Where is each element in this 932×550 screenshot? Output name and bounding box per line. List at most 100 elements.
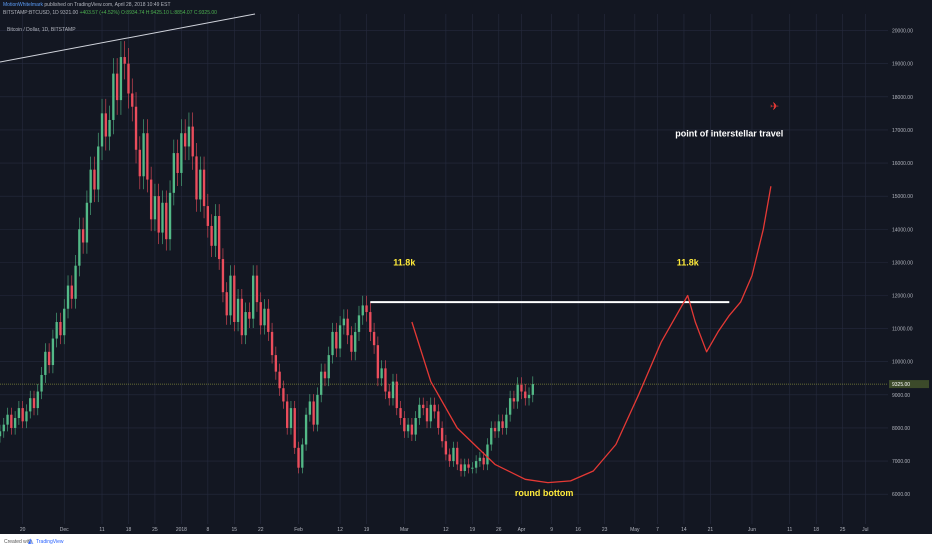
series-title: Bitcoin / Dollar, 1D, BITSTAMP — [7, 27, 76, 33]
candle — [131, 93, 134, 107]
x-tick-label: Dec — [60, 527, 69, 533]
candle — [44, 351, 47, 375]
candle — [369, 312, 372, 332]
candle — [229, 275, 232, 316]
x-tick-label: Jun — [748, 527, 756, 533]
price-chart[interactable]: ✈ 20000.00 19000.00 18000.00 17000.00 16000.… — [0, 0, 932, 534]
candle — [115, 73, 119, 101]
candle — [512, 398, 516, 402]
candle — [180, 133, 183, 173]
candle — [199, 169, 202, 200]
candle — [501, 421, 504, 428]
candle — [308, 401, 312, 415]
candle — [21, 408, 24, 422]
candle — [482, 457, 485, 465]
candle — [323, 371, 327, 379]
candle — [66, 285, 70, 309]
candle — [214, 216, 217, 246]
candle — [255, 275, 259, 303]
candle — [286, 401, 289, 428]
candle — [233, 275, 236, 322]
y-tick-label: 10000.00 — [892, 360, 913, 366]
candle — [13, 418, 17, 428]
candle — [463, 464, 466, 472]
time-axis[interactable]: 20 Dec 11 18 25 2018 8 15 22 Feb 12 19 Mar 12 19 26 Apr 9… — [20, 527, 869, 533]
y-tick-label: 9000.00 — [892, 393, 910, 399]
x-tick-label: 12 — [337, 527, 343, 533]
candle — [78, 229, 81, 266]
candle — [327, 355, 330, 379]
candle — [100, 113, 104, 147]
author-name[interactable]: MotionWhitelmark — [3, 2, 44, 8]
x-tick-label: 2018 — [176, 527, 187, 533]
y-tick-label: 7000.00 — [892, 459, 910, 465]
candle — [312, 401, 315, 425]
y-tick-label: 14000.00 — [892, 227, 913, 233]
x-tick-label: Mar — [400, 527, 409, 533]
candle — [119, 57, 123, 101]
candle — [490, 427, 493, 445]
candle — [520, 384, 523, 392]
grid-lines — [0, 14, 888, 524]
candle — [372, 331, 376, 346]
candle — [497, 421, 500, 432]
candle — [17, 408, 21, 419]
candle — [74, 265, 77, 299]
y-tick-label: 20000.00 — [892, 29, 913, 35]
candle — [433, 404, 436, 412]
y-tick-label: 19000.00 — [892, 62, 913, 68]
candle — [437, 411, 440, 428]
candle — [25, 411, 28, 422]
diagonal-trendline — [0, 13, 256, 63]
candle — [161, 202, 164, 233]
candle — [357, 315, 361, 332]
candle — [527, 394, 531, 399]
candle — [70, 285, 73, 299]
candle — [444, 441, 448, 455]
candle — [187, 126, 191, 147]
x-tick-label: 11 — [787, 527, 792, 533]
candle — [81, 229, 85, 243]
price-axis[interactable]: 20000.00 19000.00 18000.00 17000.00 16000.00… — [889, 29, 929, 499]
x-tick-label: 7 — [656, 527, 659, 533]
x-tick-label: 18 — [813, 527, 819, 533]
candle — [350, 335, 353, 352]
candles — [0, 41, 534, 477]
candle — [97, 146, 100, 190]
x-tick-label: Feb — [294, 527, 303, 533]
candle — [467, 464, 470, 468]
y-tick-label: 11000.00 — [892, 327, 913, 333]
candle — [240, 298, 244, 336]
candle — [335, 331, 338, 349]
candle — [112, 73, 115, 120]
current-price-label: 9325.00 — [892, 382, 910, 388]
candle — [149, 179, 153, 220]
y-tick-label: 13000.00 — [892, 260, 913, 266]
candle — [429, 404, 432, 422]
candle — [210, 225, 213, 246]
x-tick-label: 25 — [152, 527, 158, 533]
candle — [2, 424, 5, 432]
tradingview-brand[interactable]: TradingView — [36, 539, 64, 545]
candle — [6, 414, 9, 425]
candle — [301, 444, 304, 468]
symbol-change: +403.57 (+4.52%) — [79, 10, 120, 16]
candle — [206, 206, 210, 226]
candle — [388, 391, 391, 399]
candle — [289, 408, 293, 428]
candle — [297, 447, 300, 468]
x-tick-label: 26 — [496, 527, 502, 533]
candle — [448, 454, 451, 462]
y-tick-label: 8000.00 — [892, 426, 910, 432]
candle — [316, 394, 319, 425]
candle — [59, 321, 62, 336]
candle — [172, 153, 175, 193]
x-tick-label: Apr — [518, 527, 526, 533]
candle — [104, 113, 107, 137]
candle — [403, 418, 406, 432]
candle — [63, 308, 66, 336]
candle — [384, 368, 387, 392]
drawings: ✈ — [370, 100, 779, 484]
candle — [516, 384, 519, 402]
candle — [157, 196, 160, 233]
